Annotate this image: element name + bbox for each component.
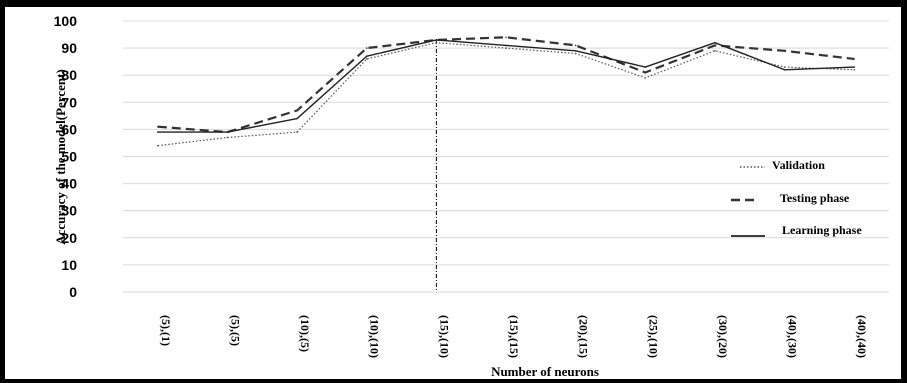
data-point xyxy=(644,66,647,68)
x-tick-label: (5),(1) xyxy=(159,315,173,346)
data-point xyxy=(365,47,368,49)
y-tick-label: 20 xyxy=(61,230,77,246)
x-tick-label: (15),(10) xyxy=(437,315,451,358)
x-tick-label: (30),(20) xyxy=(716,315,730,358)
data-point xyxy=(226,131,229,133)
data-point xyxy=(505,36,507,39)
y-tick-label: 60 xyxy=(61,121,77,137)
y-tick-label: 40 xyxy=(61,176,77,192)
legend-label: Validation xyxy=(772,158,825,172)
x-tick-label: (10),(5) xyxy=(298,315,312,352)
data-point xyxy=(226,136,229,139)
x-tick-label: (20),(15) xyxy=(577,315,591,358)
x-tick-label: (10),(10) xyxy=(368,315,382,358)
data-point xyxy=(783,68,786,71)
chart-frame: 0 10 20 30 40 50 60 70 80 90 100 (5),(1) (5),(5) (10… xyxy=(5,7,901,379)
series-line-learning-phase xyxy=(157,39,855,133)
y-axis-label: Accuracy of the model(Percent) xyxy=(53,69,68,245)
data-point xyxy=(365,55,368,58)
x-tick-label: (5),(5) xyxy=(228,315,242,346)
y-tick-label: 80 xyxy=(61,67,77,83)
data-point xyxy=(714,50,716,52)
y-tick-label: 10 xyxy=(61,257,77,273)
data-point xyxy=(574,50,577,52)
data-point xyxy=(296,117,298,120)
data-point xyxy=(574,52,577,55)
data-point xyxy=(435,39,438,41)
legend-label: Testing phase xyxy=(780,191,850,205)
data-point xyxy=(783,66,786,68)
data-point xyxy=(365,58,368,60)
data-point xyxy=(853,68,855,71)
data-point xyxy=(157,144,159,147)
data-point xyxy=(296,109,298,112)
data-point xyxy=(644,77,647,79)
y-tick-labels: 0 10 20 30 40 50 60 70 80 90 100 xyxy=(54,13,78,300)
data-point xyxy=(157,131,159,133)
x-tick-label: (40),(40) xyxy=(855,315,869,358)
legend: Validation Testing phase Learning phase xyxy=(731,158,862,237)
data-point xyxy=(574,44,577,47)
data-point xyxy=(714,44,716,47)
data-point xyxy=(853,58,855,60)
data-point xyxy=(714,41,716,44)
x-axis-label: Number of neurons xyxy=(491,364,599,379)
data-point xyxy=(853,66,855,68)
series-line-testing-phase xyxy=(157,36,855,134)
y-tick-label: 50 xyxy=(61,149,77,165)
data-point xyxy=(505,44,507,47)
data-point xyxy=(644,71,647,74)
series-line-validation xyxy=(157,42,855,147)
data-point xyxy=(157,125,159,128)
gridlines xyxy=(123,20,889,293)
y-tick-label: 30 xyxy=(61,203,77,219)
x-tick-label: (15),(15) xyxy=(507,315,521,358)
y-tick-label: 0 xyxy=(69,284,77,300)
series-lines xyxy=(157,36,855,147)
line-chart: 0 10 20 30 40 50 60 70 80 90 100 (5),(1) (5),(5) (10… xyxy=(53,13,889,379)
data-point xyxy=(505,47,507,49)
y-tick-label: 90 xyxy=(61,40,77,56)
x-tick-label: (25),(10) xyxy=(646,315,660,358)
x-tick-label: (40),(30) xyxy=(786,315,800,358)
y-tick-label: 70 xyxy=(61,94,77,110)
data-point xyxy=(435,41,438,44)
legend-label: Learning phase xyxy=(782,223,862,237)
data-point xyxy=(296,131,298,133)
data-point xyxy=(783,50,786,52)
x-tick-labels: (5),(1) (5),(5) (10),(5) (10),(10) (15),(10)… xyxy=(159,315,869,358)
y-tick-label: 100 xyxy=(54,13,78,29)
